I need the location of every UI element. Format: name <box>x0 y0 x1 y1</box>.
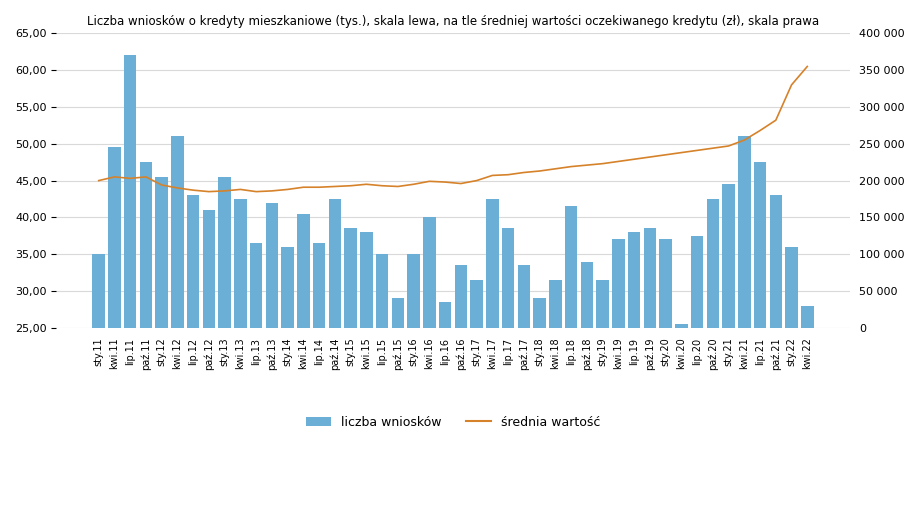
Title: Liczba wniosków o kredyty mieszkaniowe (tys.), skala lewa, na tle średniej warto: Liczba wniosków o kredyty mieszkaniowe (… <box>86 15 818 28</box>
Legend: liczba wniosków, średnia wartość: liczba wniosków, średnia wartość <box>301 411 605 434</box>
Bar <box>627 232 640 512</box>
Bar <box>359 232 372 512</box>
Bar <box>470 280 482 512</box>
Bar <box>549 280 561 512</box>
Bar <box>454 265 467 512</box>
Bar <box>423 218 436 512</box>
Bar <box>501 228 514 512</box>
Bar <box>376 254 388 512</box>
Bar <box>580 262 593 512</box>
Bar <box>675 324 686 512</box>
Bar <box>768 195 781 512</box>
Bar <box>233 199 246 512</box>
Bar <box>187 195 199 512</box>
Bar <box>312 243 325 512</box>
Bar <box>407 254 419 512</box>
Bar <box>721 184 734 512</box>
Bar <box>737 136 750 512</box>
Bar <box>171 136 184 512</box>
Bar <box>297 214 310 512</box>
Bar <box>155 177 168 512</box>
Bar <box>800 306 812 512</box>
Bar <box>438 302 451 512</box>
Bar <box>266 203 278 512</box>
Bar <box>391 298 403 512</box>
Bar <box>202 210 215 512</box>
Bar <box>218 177 231 512</box>
Bar <box>344 228 357 512</box>
Bar <box>92 254 105 512</box>
Bar <box>517 265 529 512</box>
Bar <box>328 199 341 512</box>
Bar <box>659 240 671 512</box>
Bar <box>706 199 719 512</box>
Bar <box>533 298 545 512</box>
Bar <box>596 280 608 512</box>
Bar <box>124 55 136 512</box>
Bar <box>140 162 152 512</box>
Bar <box>564 206 577 512</box>
Bar <box>785 247 797 512</box>
Bar <box>753 162 766 512</box>
Bar <box>611 240 624 512</box>
Bar <box>642 228 655 512</box>
Bar <box>250 243 262 512</box>
Bar <box>108 147 120 512</box>
Bar <box>485 199 498 512</box>
Bar <box>281 247 294 512</box>
Bar <box>690 236 703 512</box>
